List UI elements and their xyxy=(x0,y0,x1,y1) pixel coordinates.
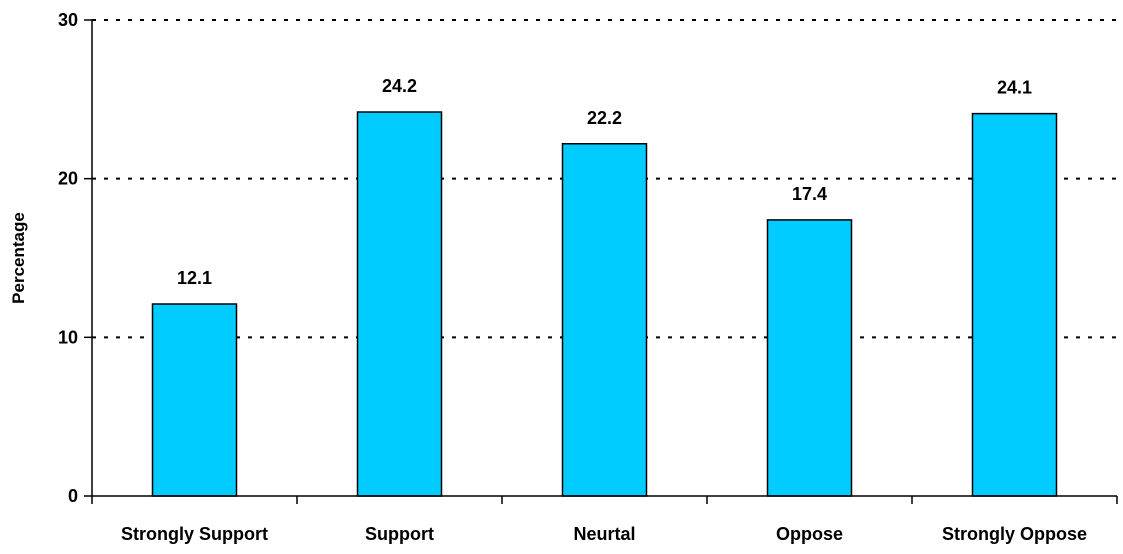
bar-value-label: 12.1 xyxy=(177,268,212,288)
bar-oppose xyxy=(766,219,853,497)
x-tick-label: Support xyxy=(365,524,434,544)
x-tick-label: Oppose xyxy=(776,524,843,544)
y-tick-label: 10 xyxy=(58,327,78,347)
bar-support xyxy=(356,111,443,497)
bar-neurtal xyxy=(561,143,648,497)
bar-value-label: 17.4 xyxy=(792,184,827,204)
bar-value-label: 22.2 xyxy=(587,108,622,128)
axis-layer xyxy=(84,19,1118,504)
grid-layer xyxy=(92,19,1117,339)
bar-value-label: 24.2 xyxy=(382,76,417,96)
bar-value-label: 24.1 xyxy=(997,78,1032,98)
label-layer: 0 10 20 30 12.1 Strongly Support 24.2 Support 22… xyxy=(58,10,1087,544)
y-axis-title: Percentage xyxy=(9,212,28,304)
bar-strongly-oppose xyxy=(971,112,1058,497)
x-tick-label: Neurtal xyxy=(573,524,635,544)
y-tick-label: 30 xyxy=(58,10,78,30)
bar-layer xyxy=(151,111,1058,497)
x-tick-label: Strongly Support xyxy=(121,524,268,544)
bar-strongly-support xyxy=(151,303,238,497)
y-tick-label: 0 xyxy=(68,486,78,506)
x-tick-label: Strongly Oppose xyxy=(942,524,1087,544)
y-tick-label: 20 xyxy=(58,169,78,189)
